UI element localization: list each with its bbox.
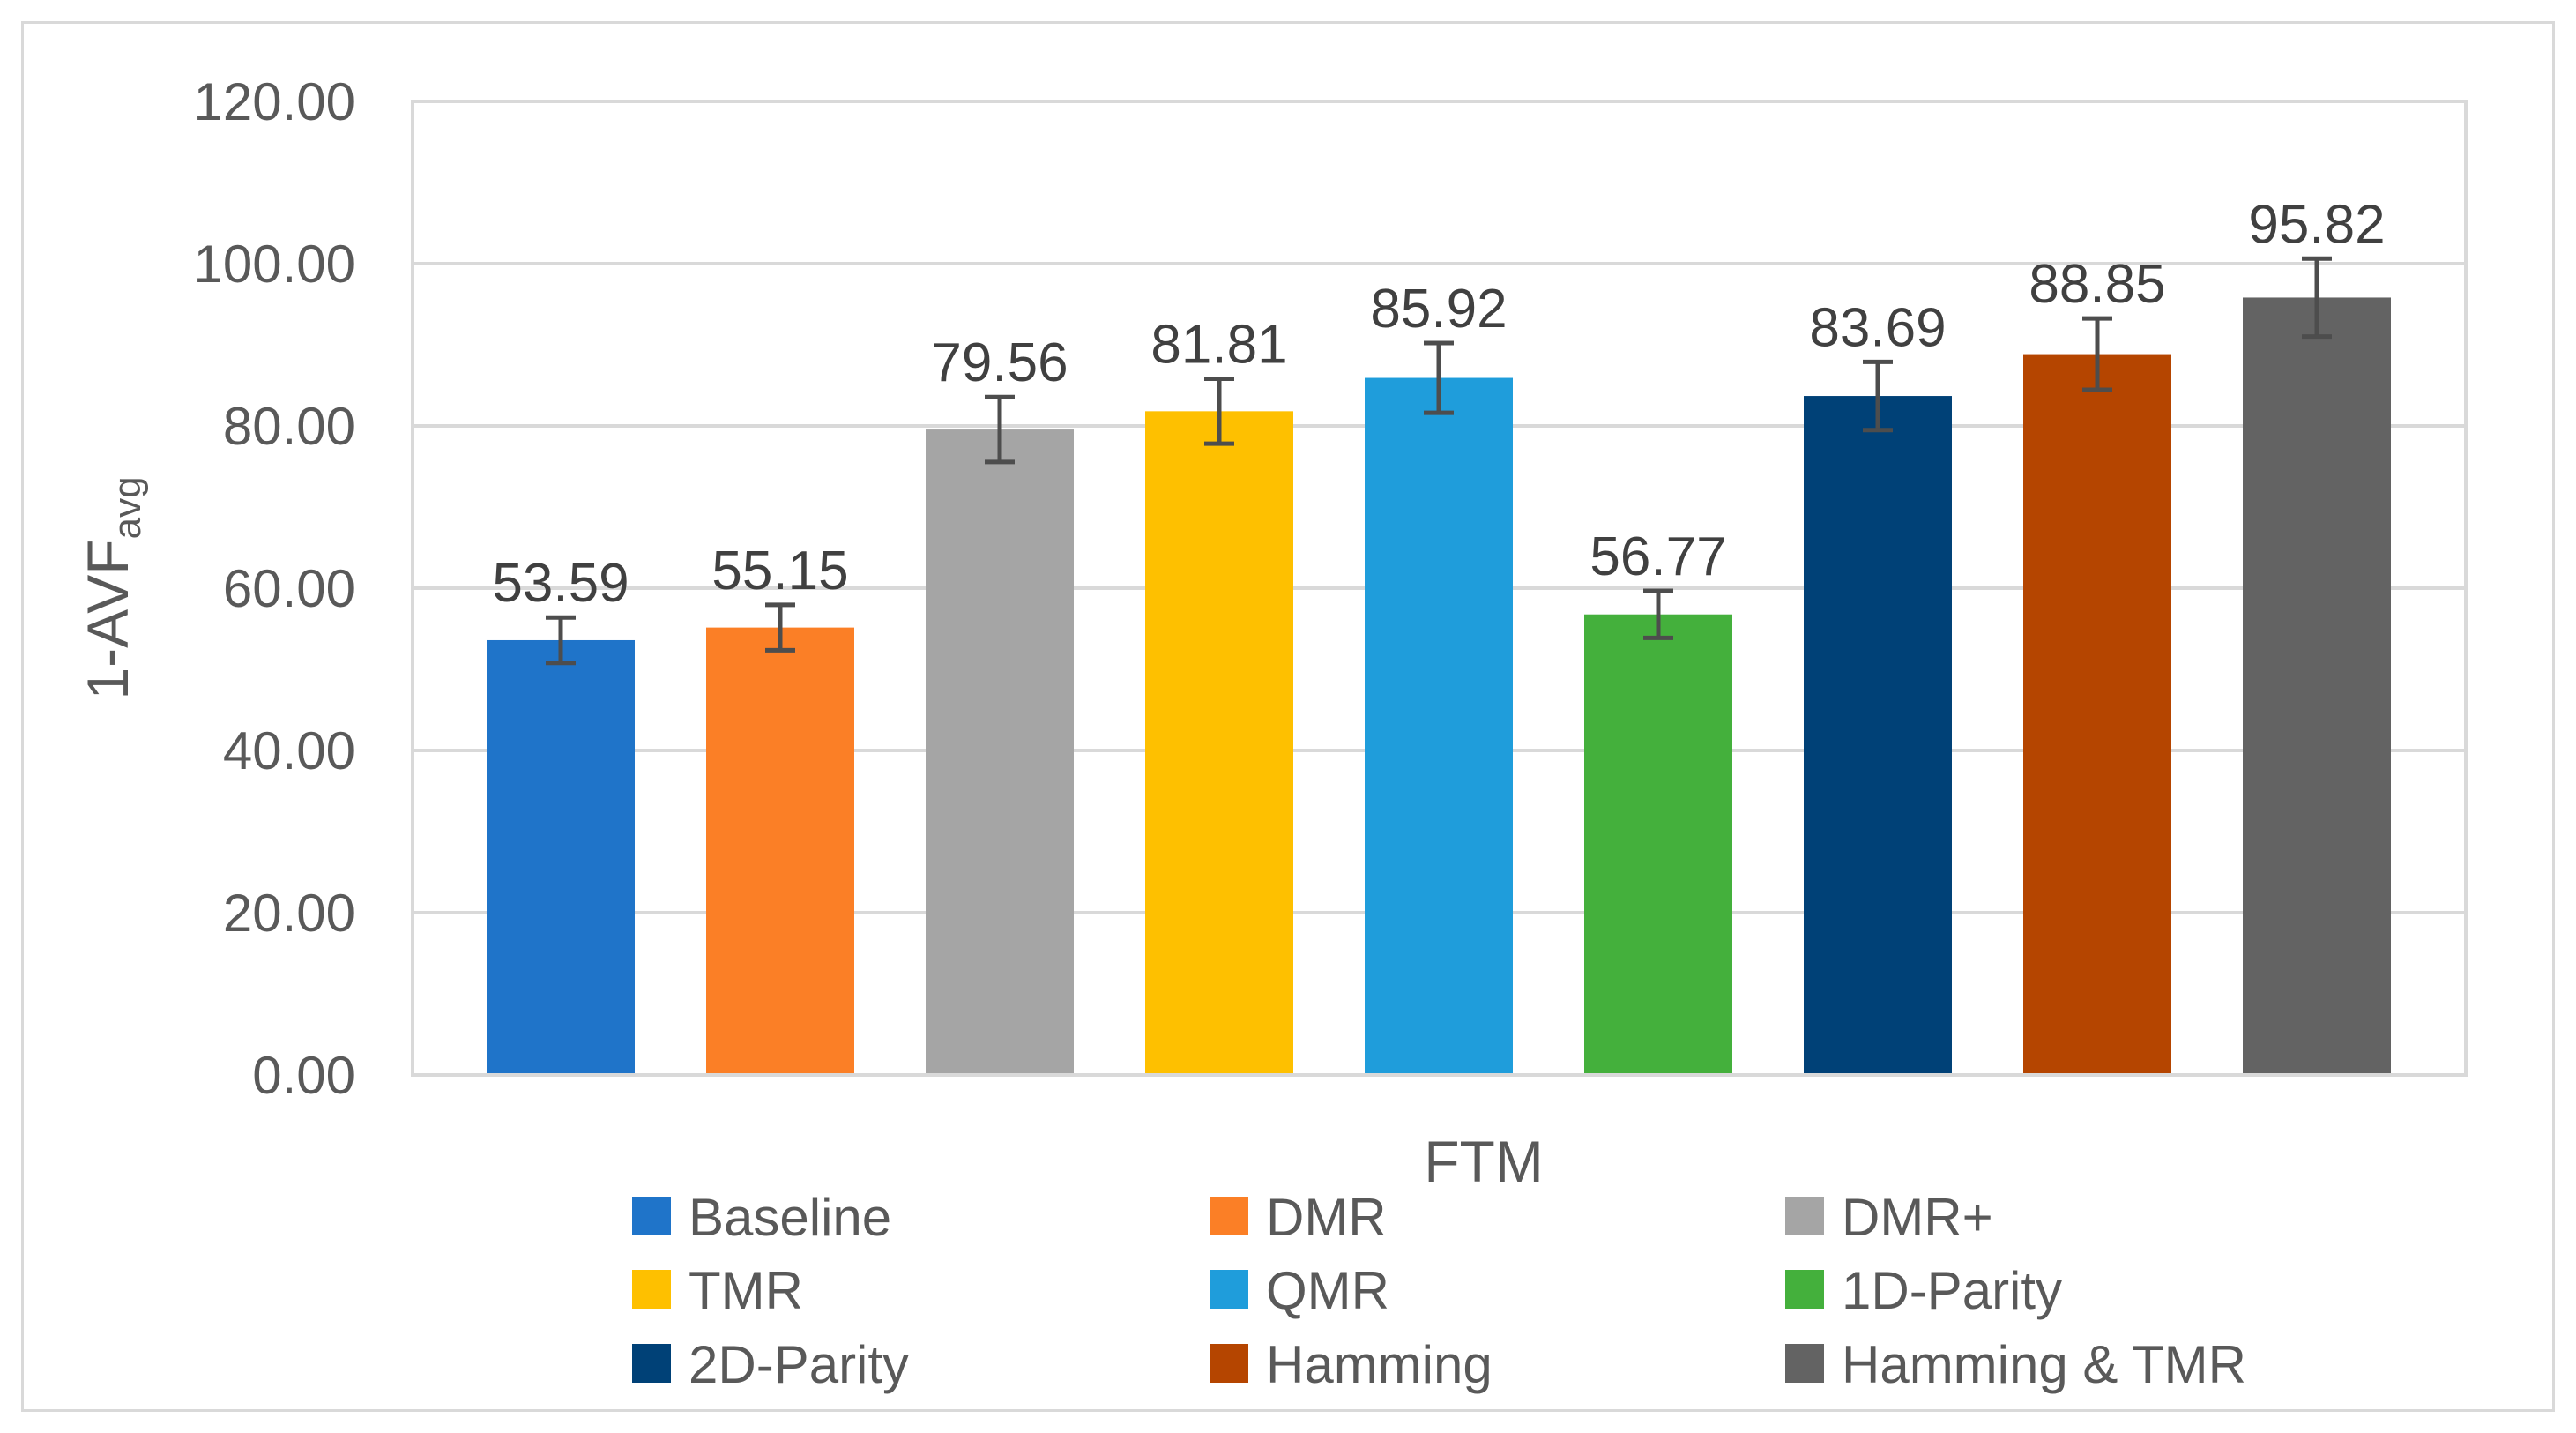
bar [706, 627, 854, 1075]
legend-swatch [1785, 1270, 1824, 1309]
legend-item: 2D-Parity [632, 1335, 909, 1394]
error-bar [1643, 588, 1673, 640]
legend-item: Hamming [1210, 1335, 1493, 1394]
y-tick-label: 120.00 [193, 72, 355, 131]
data-labels: 53.59 55.15 79.56 81.81 85.92 56.77 83.69 88.85… [492, 194, 2385, 614]
legend-item: Baseline [632, 1188, 891, 1247]
legend-swatch [1785, 1197, 1824, 1235]
y-tick-label: 20.00 [223, 884, 355, 943]
bar [926, 429, 1074, 1076]
y-axis-ticks: 0.00 20.00 40.00 60.00 80.00 100.00 120.00 [193, 72, 355, 1105]
data-label: 55.15 [711, 541, 848, 601]
data-label: 88.85 [2029, 254, 2165, 315]
y-tick-label: 0.00 [252, 1046, 355, 1105]
legend-label: Baseline [689, 1188, 891, 1247]
data-label: 83.69 [1809, 297, 1946, 358]
bar [1584, 614, 1732, 1075]
legend-swatch [632, 1270, 671, 1309]
legend-item: TMR [632, 1261, 803, 1320]
data-label: 56.77 [1590, 526, 1726, 587]
bar [487, 639, 635, 1075]
y-axis-title: 1-AVFavg [75, 476, 149, 699]
legend-swatch [632, 1344, 671, 1383]
bars [487, 297, 2391, 1076]
legend-label: 1D-Parity [1842, 1261, 2062, 1320]
error-bar [2082, 316, 2112, 392]
legend-swatch [1210, 1344, 1248, 1383]
y-tick-label: 60.00 [223, 559, 355, 618]
legend-item: DMR [1210, 1188, 1387, 1247]
y-tick-label: 100.00 [193, 235, 355, 294]
legend-swatch [1785, 1344, 1824, 1383]
error-bar [765, 602, 795, 653]
data-label: 53.59 [492, 553, 629, 614]
error-bars [546, 256, 2332, 666]
y-tick-label: 80.00 [223, 397, 355, 456]
data-label: 79.56 [931, 332, 1068, 393]
error-bar [985, 394, 1015, 465]
legend-label: DMR+ [1842, 1188, 1993, 1247]
legend-label: 2D-Parity [689, 1335, 909, 1394]
error-bar [1204, 377, 1234, 446]
y-tick-label: 40.00 [223, 721, 355, 780]
data-label: 81.81 [1150, 315, 1287, 376]
legend-label: QMR [1266, 1261, 1389, 1320]
bar [1804, 396, 1952, 1075]
legend-item: DMR+ [1785, 1188, 1993, 1247]
legend-item: QMR [1210, 1261, 1389, 1320]
bar [2023, 354, 2171, 1076]
error-bar [546, 615, 576, 666]
data-label: 95.82 [2248, 194, 2385, 255]
legend-label: Hamming & TMR [1842, 1335, 2246, 1394]
error-bar [2302, 256, 2332, 340]
y-axis-title-subscript: avg [106, 476, 149, 539]
legend-label: Hamming [1266, 1335, 1493, 1394]
legend-swatch [632, 1197, 671, 1235]
x-axis-title: FTM [1424, 1129, 1544, 1194]
legend-label: DMR [1266, 1188, 1387, 1247]
data-label: 85.92 [1370, 279, 1507, 340]
bar [1145, 411, 1293, 1075]
legend-swatch [1210, 1197, 1248, 1235]
legend-item: 1D-Parity [1785, 1261, 2062, 1320]
error-bar [1863, 359, 1893, 433]
error-bar [1424, 340, 1454, 415]
bar [1365, 377, 1513, 1075]
legend: Baseline DMR DMR+ TMR QMR 1D-Parity 2D-Parity H… [632, 1188, 2246, 1394]
y-axis-title-main: 1-AVF [75, 539, 140, 699]
legend-label: TMR [689, 1261, 803, 1320]
legend-swatch [1210, 1270, 1248, 1309]
bar [2243, 297, 2391, 1075]
chart-frame [21, 21, 2555, 1412]
legend-item: Hamming & TMR [1785, 1335, 2246, 1394]
